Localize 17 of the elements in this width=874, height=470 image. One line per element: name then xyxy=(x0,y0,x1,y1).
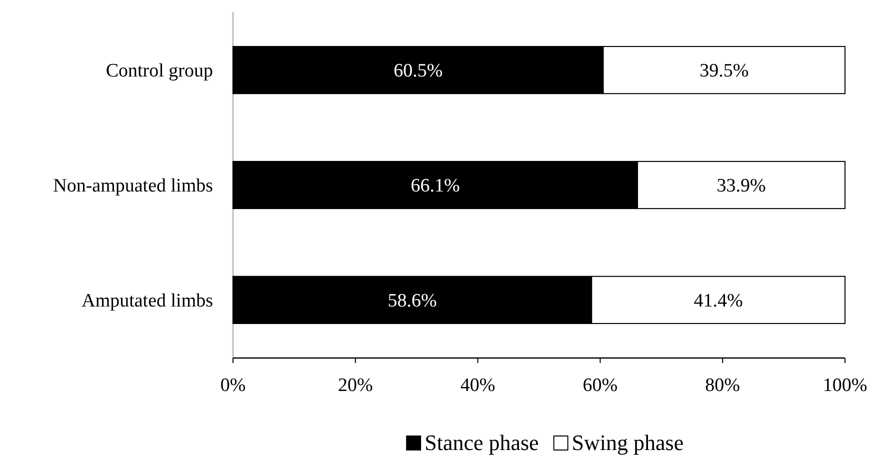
data-label: 58.6% xyxy=(388,290,438,312)
x-tick-label: 100% xyxy=(822,375,868,396)
data-label: 39.5% xyxy=(700,60,749,82)
y-tick-label: Control group xyxy=(106,60,213,82)
data-label: 33.9% xyxy=(716,176,766,197)
x-tick-label: 20% xyxy=(338,375,373,396)
legend-label: Swing phase xyxy=(572,430,684,455)
x-tick-label: 40% xyxy=(460,375,496,396)
data-label: 66.1% xyxy=(410,176,460,197)
data-label: 60.5% xyxy=(394,60,443,82)
x-tick-label: 60% xyxy=(582,375,618,396)
y-tick-label: Non-ampuated limbs xyxy=(53,176,213,197)
x-tick-label: 80% xyxy=(705,375,740,396)
x-tick-label: 0% xyxy=(220,375,246,396)
legend-label: Stance phase xyxy=(424,430,539,455)
data-label: 41.4% xyxy=(694,290,744,312)
y-tick-label: Amputated limbs xyxy=(82,290,213,312)
